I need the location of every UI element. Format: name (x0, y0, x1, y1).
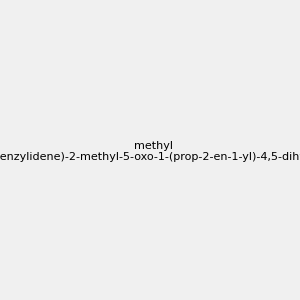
Text: methyl (4Z)-4-(3-ethoxy-4-hydroxybenzylidene)-2-methyl-5-oxo-1-(prop-2-en-1-yl)-: methyl (4Z)-4-(3-ethoxy-4-hydroxybenzyli… (0, 141, 300, 162)
